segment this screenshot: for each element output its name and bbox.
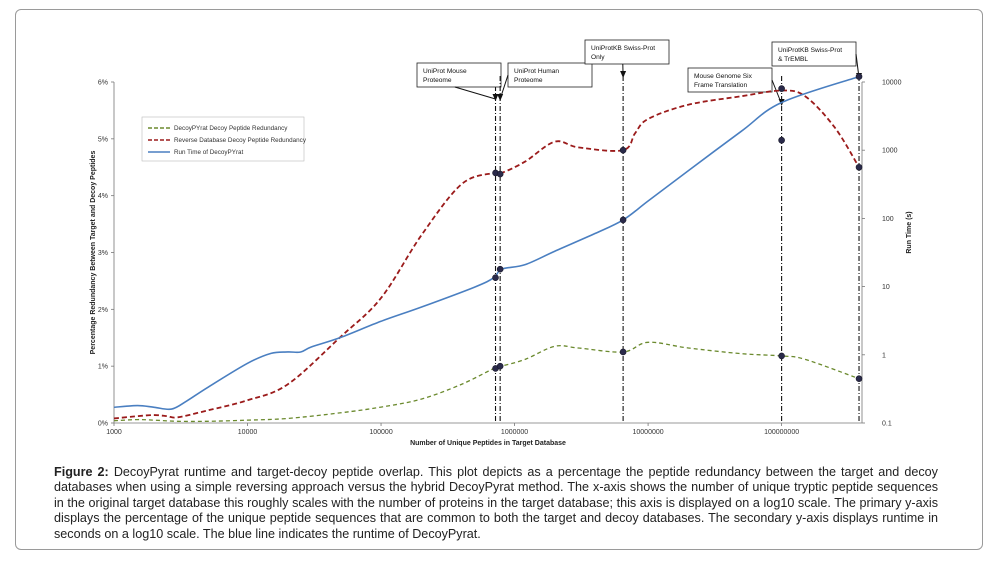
y2-axis-label: Run Time (s) (906, 211, 913, 253)
annotation-label: UniProtKB Swiss-Prot (591, 45, 655, 52)
y2-tick-label: 0.1 (882, 421, 892, 428)
data-point-marker (496, 265, 504, 273)
y-tick-label: 0% (98, 421, 108, 428)
data-point-marker (619, 146, 627, 154)
x-tick-label: 100000000 (764, 429, 799, 436)
runtime-redundancy-chart: 1000 10000 100000 1000000 10000000 100000000 0… (90, 39, 913, 447)
y-tick-label: 5% (98, 136, 108, 143)
y-tick-label: 1% (98, 364, 108, 371)
x-tick-label: 100000 (369, 429, 392, 436)
x-tick-label: 1000000 (501, 429, 528, 436)
annotation-box (507, 62, 593, 88)
annotation-label: Proteome (423, 77, 452, 84)
annotation-label: Proteome (514, 77, 543, 84)
annotation-label: UniProt Human (514, 68, 559, 75)
data-point-marker (619, 348, 627, 356)
figure-caption: Figure 2: DecoyPyrat runtime and target-… (54, 465, 938, 542)
y2-tick-label: 10 (882, 284, 890, 291)
annotation-arrowhead (492, 94, 499, 101)
data-point-marker (619, 216, 627, 224)
legend-label: Reverse Database Decoy Peptide Redundanc… (174, 137, 307, 144)
annotation-arrowhead (620, 71, 627, 78)
annotation-label: UniProtKB Swiss-Prot (778, 47, 842, 54)
annotation-box (416, 62, 502, 88)
y-tick-label: 4% (98, 193, 108, 200)
y2-tick-label: 1000 (882, 148, 898, 155)
x-tick-label: 10000000 (633, 429, 664, 436)
y-tick-label: 2% (98, 307, 108, 314)
x-tick-label: 10000 (238, 429, 258, 436)
y-tick-label: 3% (98, 250, 108, 257)
y2-tick-label: 100 (882, 216, 894, 223)
annotation-box (771, 41, 857, 67)
data-point-marker (496, 362, 504, 370)
x-tick-label: 1000 (106, 429, 122, 436)
legend-label: Run Time of DecoyPYrat (174, 149, 244, 156)
annotation-arrow (454, 86, 496, 100)
data-point-marker (855, 163, 863, 171)
annotation-arrowhead (497, 94, 504, 101)
caption-label: Figure 2: (54, 465, 109, 479)
data-point-marker (778, 136, 785, 144)
y2-tick-label: 1 (882, 352, 886, 359)
annotation-label: Only (591, 54, 605, 61)
caption-text: DecoyPyrat runtime and target-decoy pept… (54, 465, 938, 541)
legend-box (141, 116, 305, 162)
legend-label: DecoyPYrat Decoy Peptide Redundancy (174, 125, 288, 132)
data-point-marker (496, 170, 504, 178)
y2-tick-label: 10000 (882, 80, 902, 87)
y-tick-label: 6% (98, 80, 108, 87)
annotation-label: UniProt Mouse (423, 68, 467, 75)
annotation-box (584, 39, 670, 65)
decoypyrat-redundancy-line (113, 341, 860, 423)
data-point-marker (778, 352, 785, 360)
data-point-marker (778, 85, 785, 92)
figure-frame (15, 9, 983, 550)
data-point-marker (855, 73, 863, 80)
x-axis-label: Number of Unique Peptides in Target Data… (410, 440, 566, 447)
y-axis-label: Percentage Redundancy Between Target and… (90, 151, 97, 355)
annotation-label: Mouse Genome Six (694, 73, 753, 80)
data-point-marker (855, 375, 863, 382)
annotation-label: & TrEMBL (778, 56, 808, 63)
annotation-box (687, 67, 773, 93)
runtime-line (113, 75, 860, 411)
data-point-marker (492, 274, 499, 282)
annotation-label: Frame Translation (694, 82, 747, 89)
